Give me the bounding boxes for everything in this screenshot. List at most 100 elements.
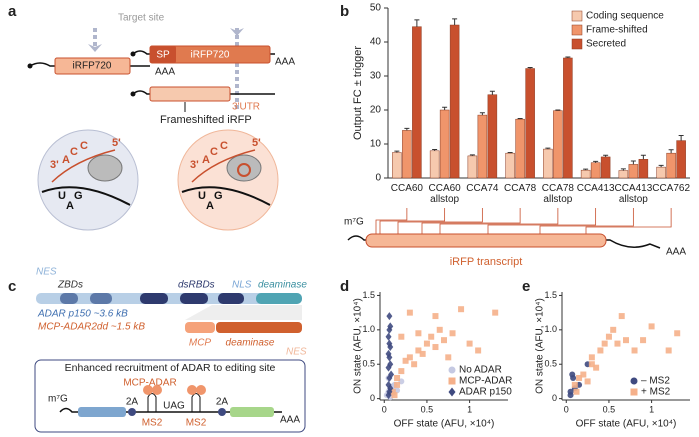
y-tick-label: 0.5 — [544, 359, 557, 369]
y-tick-label: 20 — [370, 105, 382, 116]
y-tick-label: 0 — [552, 393, 557, 403]
tail-label: AAA — [275, 57, 295, 68]
reporter-box — [230, 407, 274, 417]
legend-label: Secreted — [586, 39, 626, 50]
x-axis-label: OFF state (AFU, ×10⁴) — [576, 419, 677, 430]
zoom-letters: 3' AC C 5'UAG — [50, 137, 121, 212]
zoom-letters: 3' AC C 5'UAG — [190, 137, 261, 212]
point — [436, 326, 443, 333]
x-tick-label: CCA60 allstop — [428, 183, 461, 205]
legend-marker — [448, 366, 456, 374]
box-title: Enhanced recruitment of ADAR to editing … — [65, 362, 276, 374]
point — [385, 349, 392, 358]
legend-marker — [630, 377, 638, 385]
deaminase-label: deaminase — [226, 338, 275, 349]
cap — [27, 63, 33, 69]
x-axis-label: OFF state (AFU, ×10⁴) — [394, 419, 495, 430]
sp-box — [150, 46, 176, 63]
bar — [590, 162, 601, 179]
panel-a: a Target site iRFP720 AAA SP iRFP720 AAA… — [8, 3, 295, 231]
error-bar — [507, 152, 513, 154]
utr-label: 3'UTR — [232, 102, 260, 113]
tail-label: AAA — [155, 67, 175, 78]
point — [601, 340, 608, 347]
point — [631, 347, 638, 354]
base-label: A — [62, 154, 70, 166]
point — [648, 323, 655, 330]
y-axis-label: Output FC ± trigger — [352, 46, 364, 140]
y-tick-label: 10 — [370, 139, 382, 150]
error-bar — [603, 154, 609, 157]
point — [674, 330, 681, 337]
connector — [487, 208, 597, 236]
strand — [181, 186, 271, 206]
error-bar — [620, 168, 626, 171]
y-tick-label: 1.0 — [544, 324, 557, 334]
x-tick-label: CCA60 — [390, 183, 423, 194]
point — [573, 388, 580, 395]
bar — [412, 26, 422, 179]
point — [475, 347, 482, 354]
legend-marker — [448, 387, 456, 397]
ms2-hairpin — [191, 393, 201, 412]
sp-label: SP — [156, 50, 170, 61]
mcp-bar — [185, 322, 215, 333]
x-tick-label: 1 — [467, 404, 472, 414]
base-label: A — [202, 154, 210, 166]
point — [445, 354, 452, 361]
mcp-adar — [143, 385, 153, 395]
point — [386, 312, 393, 321]
zbd-label: ZBDs — [57, 280, 83, 291]
connector — [421, 208, 521, 236]
error-bar — [593, 160, 599, 163]
legend-label: Coding sequence — [586, 11, 664, 22]
point — [492, 309, 499, 316]
point — [571, 381, 578, 388]
legend-label: Frame-shifted — [586, 25, 648, 36]
base-label: 3' — [190, 159, 199, 171]
legend-swatch — [571, 10, 583, 22]
strand — [41, 186, 131, 206]
bar — [638, 159, 649, 179]
zoom-circle — [177, 129, 279, 231]
tail-label: AAA — [280, 415, 300, 426]
cap — [130, 51, 136, 57]
base-label: 3' — [50, 159, 59, 171]
point — [569, 371, 576, 378]
error-bar — [404, 127, 410, 131]
ms2-hairpin — [147, 393, 157, 412]
connector — [397, 208, 483, 236]
target-arrowhead — [88, 44, 102, 52]
bar — [467, 155, 478, 179]
panel-label: e — [522, 278, 530, 295]
domain — [140, 293, 168, 304]
y-tick-label: 1.0 — [362, 324, 375, 334]
legend-label: ADAR p150 — [459, 387, 512, 398]
dsrbd-label: dsRBDs — [178, 280, 215, 291]
point — [385, 332, 392, 341]
error-bar — [394, 150, 400, 153]
y-tick-label: 0.5 — [362, 359, 375, 369]
domain — [256, 293, 302, 304]
base-label: C — [210, 146, 218, 158]
x-tick-label: CCA78 allstop — [541, 183, 574, 205]
cap-label: m⁷G — [344, 217, 364, 228]
domain — [90, 293, 112, 304]
zoom-circle — [37, 129, 139, 231]
point — [665, 347, 672, 354]
connector — [439, 208, 559, 236]
error-bar — [527, 67, 533, 69]
bar — [580, 169, 591, 179]
transcript-box — [365, 233, 607, 248]
error-bar — [565, 56, 571, 58]
frameshift-label: Frameshifted iRFP — [160, 114, 252, 126]
projection — [185, 305, 302, 320]
point — [623, 337, 629, 344]
point — [406, 309, 413, 316]
bar — [392, 152, 402, 179]
x-tick-label: 0 — [382, 404, 387, 414]
y-tick-label: 30 — [370, 71, 382, 82]
base-label: G — [214, 190, 223, 202]
